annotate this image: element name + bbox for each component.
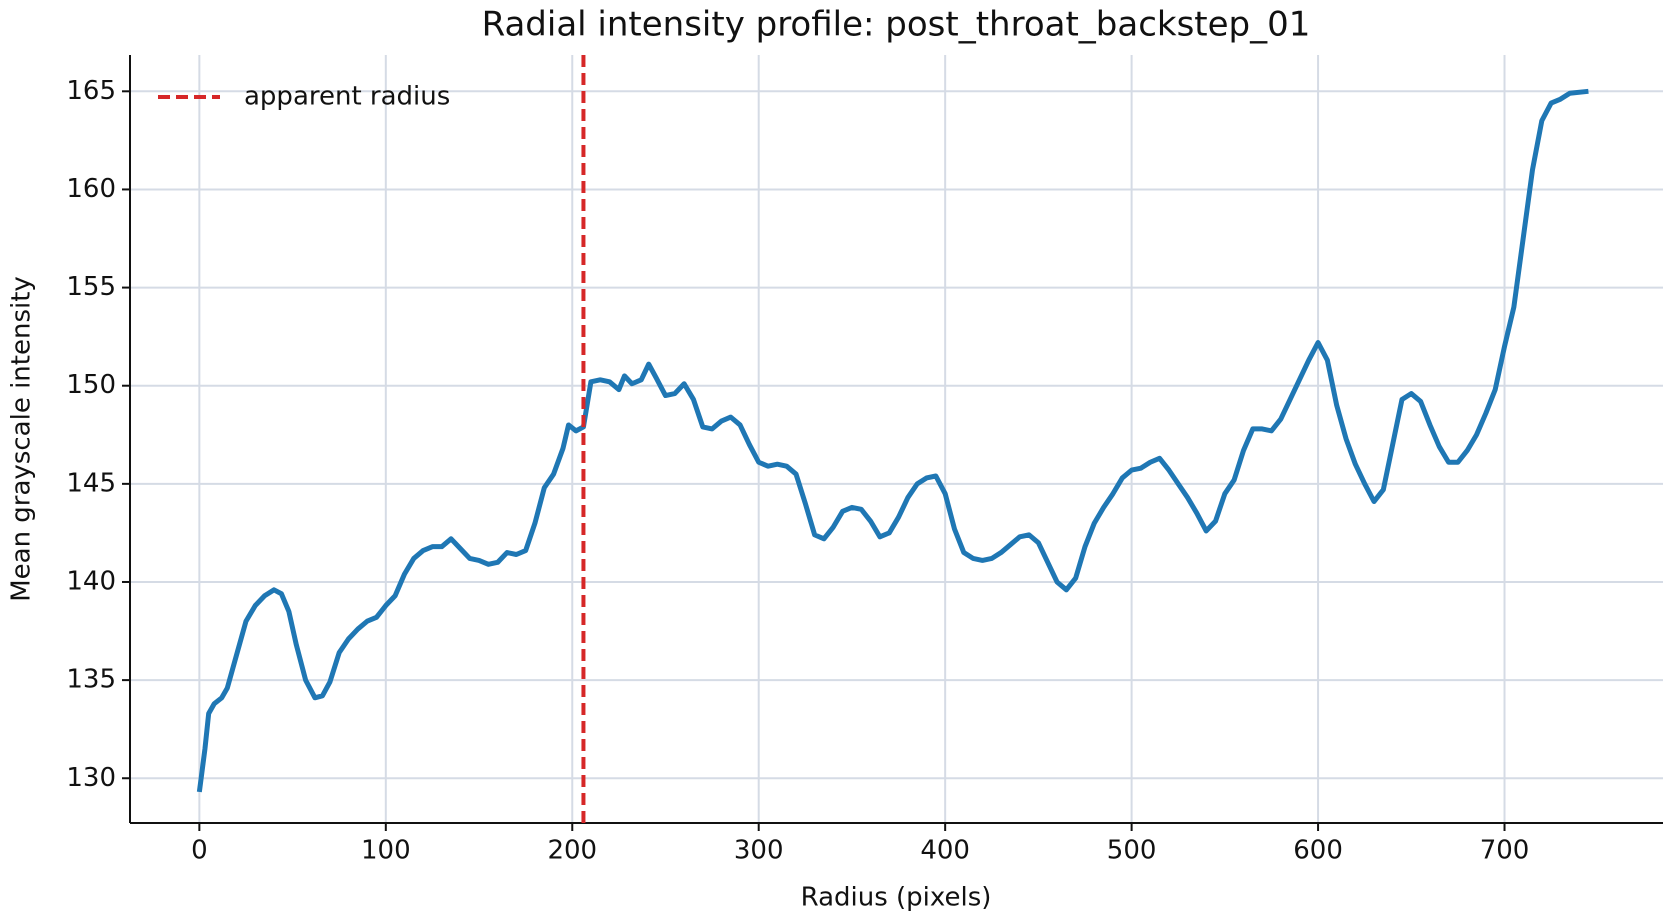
x-axis-label: Radius (pixels) (801, 883, 992, 913)
y-tick-label: 145 (66, 468, 116, 498)
x-tick-label: 100 (361, 836, 411, 866)
y-tick-label: 140 (66, 566, 116, 596)
x-tick-label: 600 (1293, 836, 1343, 866)
x-tick-label: 700 (1480, 836, 1530, 866)
y-tick-label: 155 (66, 272, 116, 302)
y-tick-label: 130 (66, 763, 116, 793)
x-tick-label: 400 (920, 836, 970, 866)
x-tick-label: 300 (734, 836, 784, 866)
x-tick-label: 200 (547, 836, 597, 866)
legend-label: apparent radius (244, 82, 450, 112)
y-tick-label: 160 (66, 174, 116, 204)
y-tick-label: 165 (66, 76, 116, 106)
x-tick-label: 0 (191, 836, 208, 866)
y-tick-label: 135 (66, 665, 116, 695)
y-axis-label: Mean grayscale intensity (7, 276, 37, 602)
data-line (196, 88, 1589, 793)
chart-title: Radial intensity profile: post_throat_ba… (482, 5, 1311, 45)
y-tick-label: 150 (66, 370, 116, 400)
x-tick-label: 500 (1107, 836, 1157, 866)
